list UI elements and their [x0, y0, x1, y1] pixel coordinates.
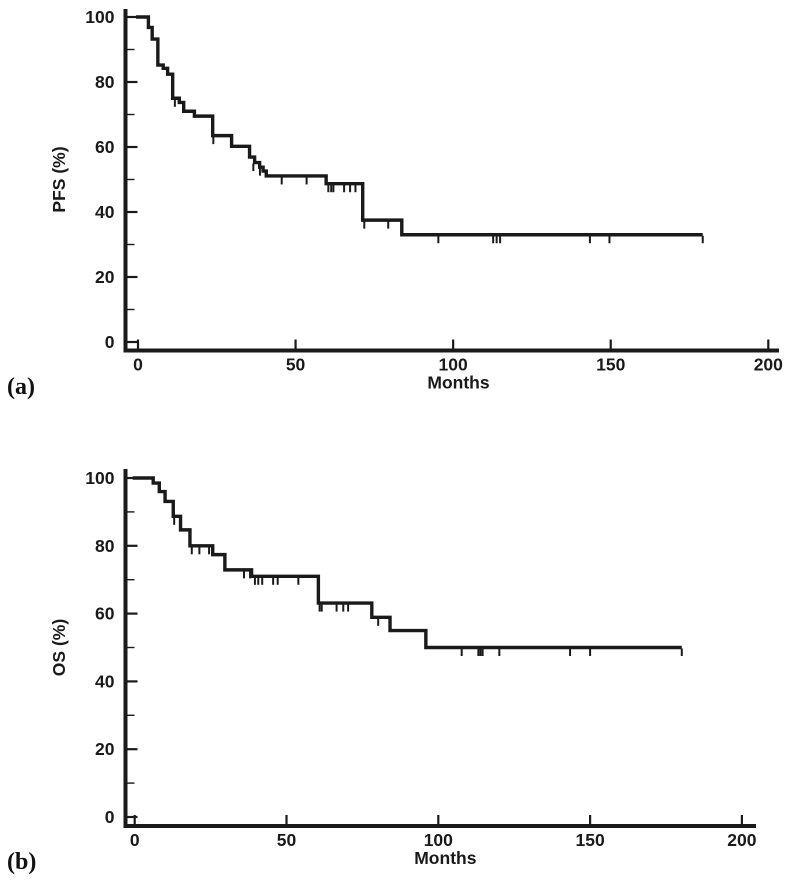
x-tick-label: 0 — [133, 355, 143, 375]
y-tick-label: 40 — [95, 202, 115, 222]
survival-curve — [132, 476, 682, 650]
y-axis-title: OS (%) — [49, 619, 69, 676]
y-axis-title: PFS (%) — [49, 146, 69, 212]
panel-label-a: (a) — [7, 374, 35, 400]
panel-label-b: (b) — [7, 849, 37, 875]
x-tick-label: 50 — [286, 355, 306, 375]
x-tick-label: 150 — [575, 830, 604, 850]
y-tick-label: 0 — [105, 332, 115, 352]
y-tick-label: 80 — [95, 72, 115, 92]
x-tick-label: 50 — [277, 830, 297, 850]
x-tick-label: 200 — [754, 355, 783, 375]
x-tick-label: 200 — [727, 830, 756, 850]
x-tick-label: 0 — [130, 830, 140, 850]
y-tick-label: 40 — [95, 671, 115, 691]
y-tick-label: 100 — [85, 468, 114, 488]
x-axis-title: Months — [414, 848, 476, 868]
y-tick-label: 20 — [95, 739, 115, 759]
x-axis-title: Months — [427, 373, 489, 393]
x-tick-label: 100 — [439, 355, 468, 375]
y-tick-label: 0 — [105, 807, 115, 827]
y-tick-label: 20 — [95, 267, 115, 287]
y-tick-label: 100 — [85, 7, 114, 27]
survival-curve — [136, 15, 703, 237]
x-tick-label: 100 — [424, 830, 453, 850]
x-tick-label: 150 — [596, 355, 625, 375]
y-tick-label: 60 — [95, 137, 115, 157]
y-tick-label: 80 — [95, 536, 115, 556]
y-tick-label: 60 — [95, 604, 115, 624]
